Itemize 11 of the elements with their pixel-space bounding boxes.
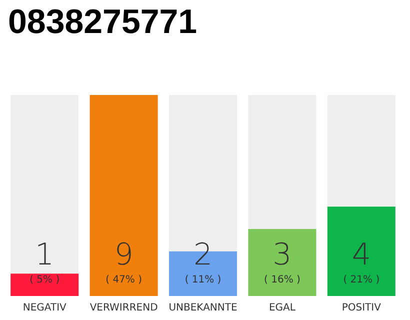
data-label: 1 ( 5% ) bbox=[30, 238, 60, 286]
data-label: 4 ( 21% ) bbox=[343, 238, 380, 286]
data-label: 9 ( 47% ) bbox=[106, 238, 142, 286]
x-tick-label: EGAL bbox=[268, 302, 296, 314]
x-tick-label: POSITIV bbox=[342, 302, 382, 314]
chart-title: 0838275771 bbox=[8, 3, 198, 41]
x-tick-label: NEGATIV bbox=[22, 302, 67, 314]
x-tick-label: VERWIRREND bbox=[90, 302, 158, 314]
x-tick-label: UNBEKANNTE bbox=[168, 302, 238, 314]
data-label: 3 ( 16% ) bbox=[264, 238, 300, 286]
bar bbox=[10, 274, 79, 296]
